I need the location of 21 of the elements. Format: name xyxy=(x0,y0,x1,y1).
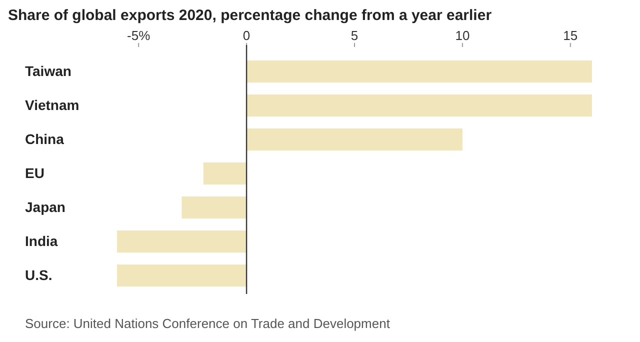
y-tick-label: Vietnam xyxy=(25,96,80,113)
x-tick-label: 0 xyxy=(242,28,250,43)
bar xyxy=(246,60,592,83)
y-tick-label: U.S. xyxy=(25,267,52,284)
x-tick-label: 5 xyxy=(350,28,358,43)
source-note: Source: United Nations Conference on Trade and Development xyxy=(25,316,390,331)
bar xyxy=(246,128,462,151)
y-tick-label: EU xyxy=(25,164,44,181)
bar xyxy=(182,196,247,219)
bar xyxy=(117,264,247,287)
x-tick-label: 15 xyxy=(563,28,578,43)
bar xyxy=(117,230,247,253)
bar xyxy=(246,94,592,117)
x-tick-label: -5% xyxy=(127,28,151,43)
x-tick-label: 10 xyxy=(455,28,470,43)
y-tick-label: Japan xyxy=(25,198,66,215)
bar xyxy=(203,162,247,185)
y-tick-label: China xyxy=(25,130,64,147)
y-tick-label: India xyxy=(25,233,58,250)
chart-title: Share of global exports 2020, percentage change from a year earlier xyxy=(8,7,492,24)
y-tick-label: Taiwan xyxy=(25,62,72,79)
